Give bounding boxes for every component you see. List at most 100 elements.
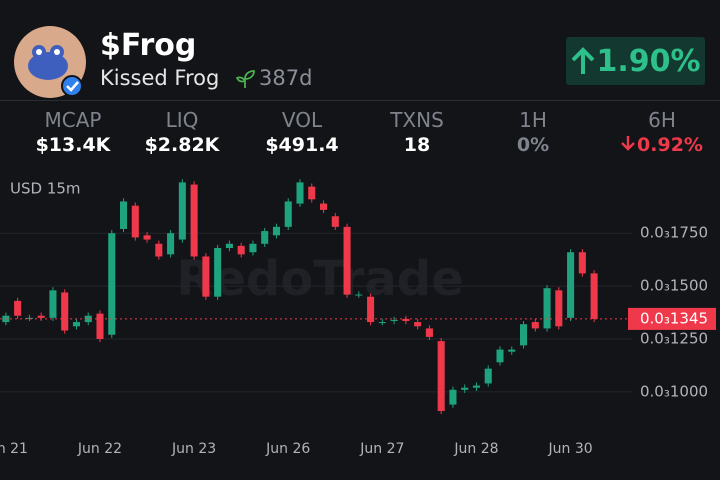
candle-body (155, 243, 163, 257)
stat-label: 1H (519, 108, 547, 132)
candle-body (190, 184, 198, 257)
sprout-icon (236, 70, 255, 88)
price-change-value: 1.90% (596, 43, 701, 79)
token-symbol: $Frog (100, 28, 197, 63)
candle-body (378, 322, 386, 324)
token-name: Kissed Frog (100, 66, 220, 90)
down-arrow (621, 136, 635, 151)
y-tick-label: 0.0₃1500 (640, 277, 708, 295)
y-tick-label: 0.0₃1000 (640, 382, 708, 400)
candle-body (449, 389, 457, 405)
candle-body (308, 186, 316, 200)
stat-value-text: $2.82K (144, 134, 220, 156)
y-tick-label: 0.0₃1750 (640, 224, 708, 242)
divider (0, 100, 720, 101)
candle-body (131, 205, 139, 238)
stat-value: 18 (362, 134, 472, 156)
price-change: 1.90% (566, 37, 705, 85)
stat-value-text: $13.4K (35, 134, 111, 156)
candle-body (37, 315, 45, 318)
stat-label: MCAP (44, 108, 102, 132)
candle-body (202, 256, 210, 297)
stat: LIQ $2.82K (127, 108, 237, 156)
candle-body (49, 290, 57, 318)
last-price-label: 0.0₃1345 (640, 309, 708, 327)
token-age: 387d (259, 66, 313, 90)
stat-label: TXNS (390, 108, 444, 132)
candle-body (272, 226, 280, 236)
stat: 6H 0.92% (607, 108, 717, 156)
stat-value-text: 0% (516, 134, 550, 156)
stat-value-text: $491.4 (265, 134, 339, 156)
x-tick-label: Jun 21 (0, 441, 28, 457)
candle-body (520, 324, 528, 346)
candle-body (390, 319, 398, 322)
candle-body (120, 201, 128, 229)
stat: VOL $491.4 (247, 108, 357, 156)
candle-body (237, 245, 245, 255)
candle-body (214, 248, 222, 297)
candle-body (543, 288, 551, 329)
x-tick-label: Jun 30 (548, 441, 593, 457)
candle-body (402, 318, 410, 322)
stat: 1H 0% (478, 108, 588, 156)
stat-value: 0.92% (607, 134, 717, 156)
candle-body (249, 243, 257, 253)
candle-body (567, 252, 575, 318)
candle-body (108, 233, 116, 335)
candle-body (72, 322, 80, 327)
x-tick-label: Jun 23 (171, 441, 216, 457)
candle-body (167, 233, 175, 255)
stat-value: $491.4 (247, 134, 357, 156)
candle-body (461, 387, 469, 390)
candle-body (343, 226, 351, 295)
candle-body (143, 235, 151, 240)
candle-body (414, 322, 422, 327)
stat-label: LIQ (165, 108, 199, 132)
avatar (14, 26, 86, 98)
candle-body (61, 292, 69, 331)
candle-body (320, 203, 328, 210)
up-arrow (572, 47, 595, 74)
candle-body (472, 385, 480, 388)
candle-body (331, 216, 339, 227)
candle-body (578, 252, 586, 274)
candle-body (531, 322, 539, 329)
y-tick-label: 0.0₃1250 (640, 330, 708, 348)
candle-body (555, 290, 563, 327)
interval-label: USD 15m (10, 180, 81, 198)
candle-body (496, 349, 504, 363)
candle-body (508, 349, 516, 352)
stat-value-text: 0.92% (637, 134, 703, 156)
candle-body (484, 368, 492, 384)
stat-value: 0% (478, 134, 588, 156)
candle-body (225, 243, 233, 249)
candle-body (590, 273, 598, 319)
stat: TXNS 18 (362, 108, 472, 156)
candle-body (284, 201, 292, 227)
x-tick-label: Jun 26 (265, 441, 310, 457)
candle-body (96, 313, 104, 340)
candle-body (296, 182, 304, 204)
stat-value-text: 18 (403, 134, 431, 156)
candle-body (425, 328, 433, 337)
stat-label: 6H (648, 108, 676, 132)
stat-value: $13.4K (18, 134, 128, 156)
candle-body (437, 341, 445, 411)
stat-value: $2.82K (127, 134, 237, 156)
x-tick-label: Jun 22 (77, 441, 122, 457)
watermark: RedoTrade (176, 251, 463, 307)
candle-body (261, 231, 269, 244)
x-tick-label: Jun 27 (359, 441, 404, 457)
candle-body (84, 315, 92, 323)
x-tick-label: Jun 28 (453, 441, 498, 457)
candle-body (355, 294, 363, 296)
stat-label: VOL (281, 108, 323, 132)
last-price-box (628, 307, 716, 330)
candle-body (25, 317, 33, 319)
candle-body (367, 296, 375, 323)
stat: MCAP $13.4K (18, 108, 128, 156)
candle-body (178, 182, 186, 240)
